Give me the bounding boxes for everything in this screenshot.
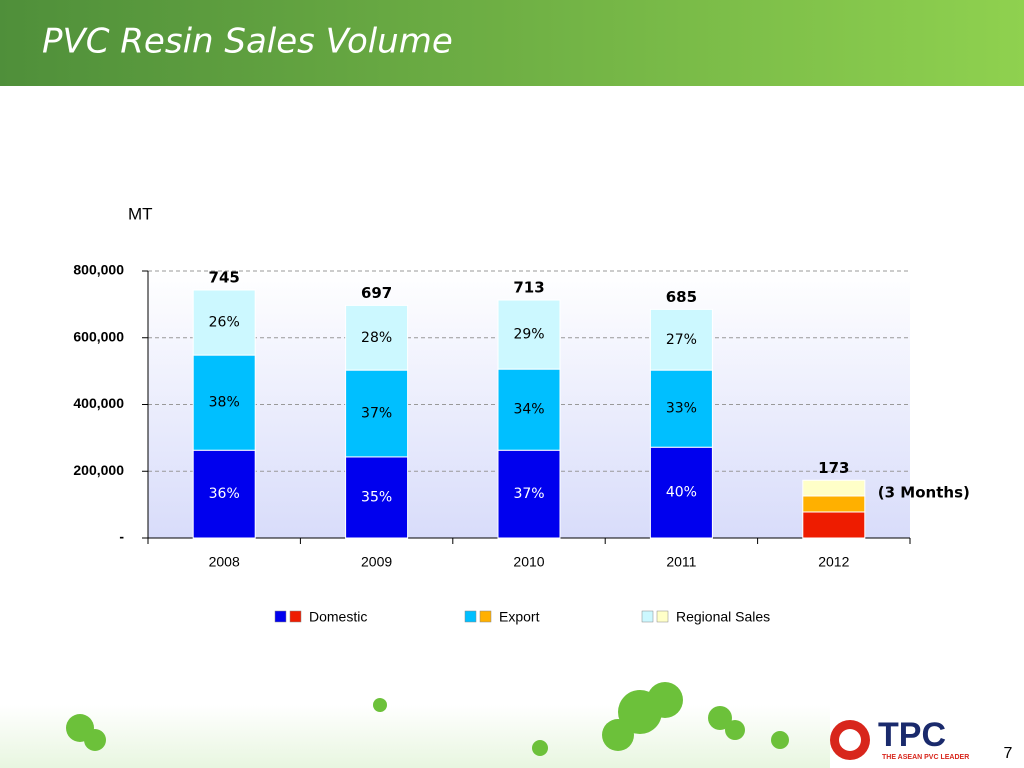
y-tick-label: 600,000 — [73, 328, 124, 344]
bar-segment — [649, 369, 713, 448]
bar-segment — [497, 368, 561, 451]
slide-title: PVC Resin Sales Volume — [42, 22, 453, 62]
y-tick-label: 800,000 — [73, 262, 124, 278]
x-tick-label: 2008 — [209, 554, 240, 570]
x-tick-label: 2012 — [818, 554, 849, 570]
bar-segment — [649, 308, 713, 371]
share-label: 37% — [361, 406, 392, 422]
footer-decor — [0, 705, 830, 768]
logo-mark-inner — [839, 729, 861, 751]
bar-segment — [345, 456, 409, 539]
logo-name: TPC — [878, 716, 946, 754]
legend-label: Export — [499, 609, 540, 625]
x-tick-label: 2010 — [513, 554, 544, 570]
total-label: 685 — [666, 288, 697, 306]
total-label: 713 — [513, 279, 544, 297]
x-tick-label: 2011 — [666, 554, 696, 570]
y-tick-label: 400,000 — [73, 395, 124, 411]
share-label: 33% — [666, 401, 697, 417]
share-label: 34% — [513, 402, 544, 418]
annotation: (3 Months) — [878, 484, 970, 502]
y-unit-label: MT — [128, 204, 153, 223]
bar-segment — [497, 449, 561, 539]
legend-swatch — [289, 610, 302, 623]
bar-segment — [649, 446, 713, 539]
total-label: 697 — [361, 284, 392, 302]
share-label: 26% — [209, 315, 240, 331]
total-label: 173 — [818, 459, 849, 477]
bar-segment — [802, 479, 866, 497]
bar-segment — [345, 304, 409, 371]
bar-segment — [192, 354, 256, 451]
bar-segment — [802, 495, 866, 513]
legend-label: Domestic — [309, 609, 367, 625]
bar-segment — [497, 299, 561, 370]
legend-swatch — [641, 610, 654, 623]
y-tick-label: 200,000 — [73, 462, 124, 478]
header-bar — [0, 0, 1024, 86]
bar-segment — [802, 511, 866, 539]
legend-swatch — [656, 610, 669, 623]
share-label: 37% — [513, 486, 544, 502]
share-label: 40% — [666, 485, 697, 501]
legend-swatch — [464, 610, 477, 623]
bar-segment — [192, 289, 256, 356]
y-tick-label: - — [119, 529, 124, 545]
legend-swatch — [479, 610, 492, 623]
clover-decor — [66, 682, 789, 756]
total-label: 745 — [209, 269, 240, 287]
share-label: 28% — [361, 330, 392, 346]
legend-label: Regional Sales — [676, 609, 770, 625]
share-label: 36% — [209, 486, 240, 502]
page-number: 7 — [1004, 745, 1013, 762]
share-label: 29% — [513, 327, 544, 343]
legend-swatch — [274, 610, 287, 623]
share-label: 38% — [209, 395, 240, 411]
share-label: 35% — [361, 489, 392, 505]
logo-tagline: THE ASEAN PVC LEADER — [882, 754, 969, 761]
share-label: 27% — [666, 332, 697, 348]
x-tick-label: 2009 — [361, 554, 392, 570]
